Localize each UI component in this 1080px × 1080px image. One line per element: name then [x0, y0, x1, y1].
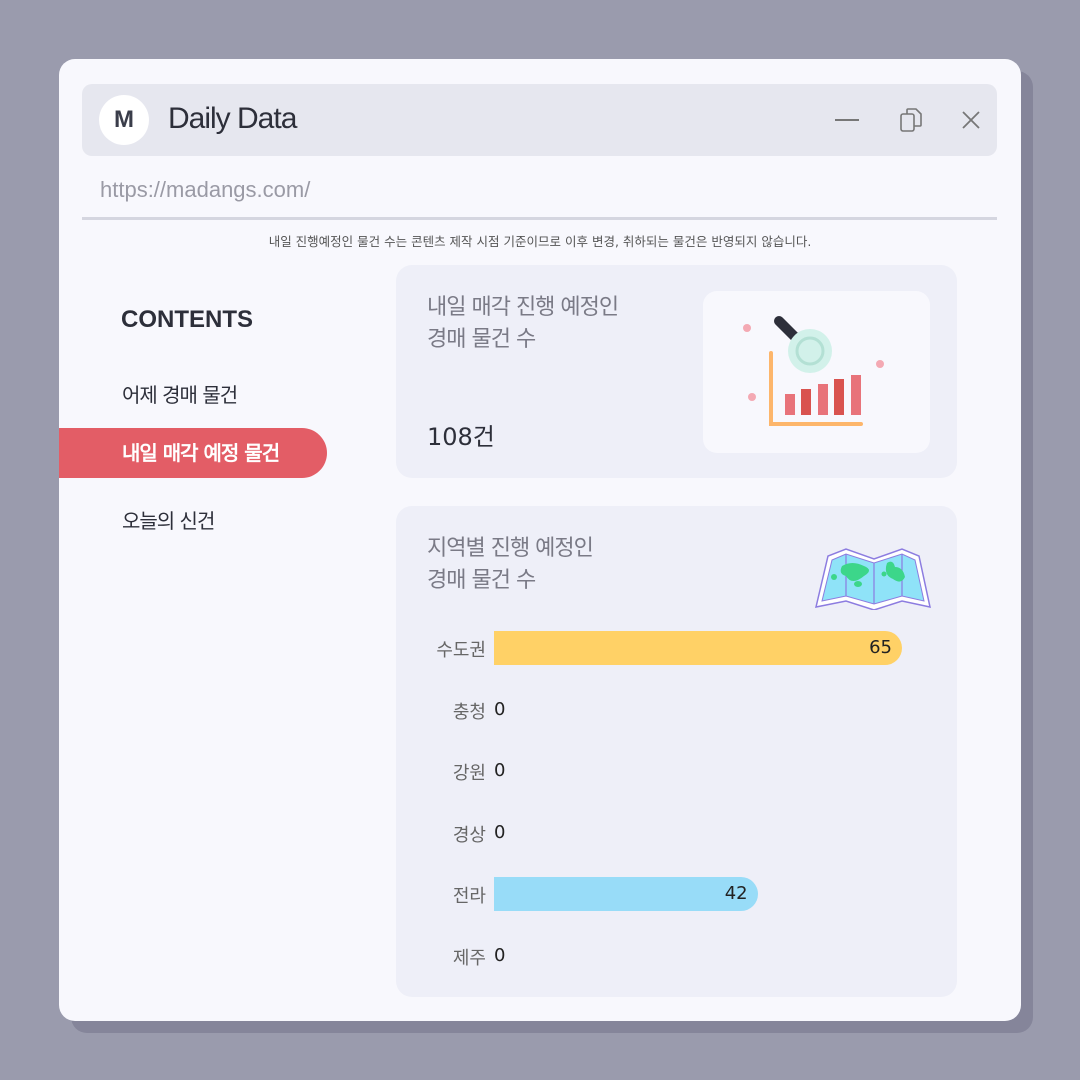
- bar-label: 수도권: [436, 640, 486, 661]
- bar-value: 42: [724, 883, 748, 905]
- restore-button[interactable]: [895, 104, 927, 136]
- map-icon: [815, 548, 931, 610]
- bar-label: 경상: [452, 824, 486, 846]
- title-line: 지역별 진행 예정인: [427, 536, 594, 561]
- title-line: 경매 물건 수: [427, 327, 536, 352]
- close-button[interactable]: [955, 104, 987, 136]
- bar-value: 0: [494, 945, 506, 966]
- bar-value: 0: [494, 760, 506, 782]
- sidebar-item-yesterday[interactable]: 어제 경매 물건: [122, 383, 238, 407]
- notice-text: 내일 진행예정인 물건 수는 콘텐츠 제작 시점 기준이므로 이후 변경, 취하…: [268, 234, 812, 249]
- app-window: M Daily Data https://madangs.com/ 내일 진행예…: [59, 59, 1021, 1021]
- minimize-button[interactable]: [831, 104, 863, 136]
- app-title: Daily Data: [168, 102, 297, 135]
- bar-row: 강원 0: [396, 754, 957, 788]
- bar-label: 강원: [452, 763, 486, 785]
- copy-icon: [900, 108, 922, 132]
- title-line: 경매 물건 수: [427, 568, 536, 593]
- bar-value: 0: [494, 821, 506, 843]
- bar-label: 제주: [452, 948, 486, 969]
- bar-row: 전라 42: [396, 877, 957, 912]
- title-bar: M Daily Data: [82, 84, 997, 156]
- sidebar-item-tomorrow[interactable]: 내일 매각 예정 물건: [59, 428, 327, 478]
- bar: 42: [494, 877, 758, 912]
- title-line: 내일 매각 진행 예정인: [427, 295, 619, 320]
- sidebar-heading: CONTENTS: [121, 306, 253, 333]
- bar-label: 전라: [452, 886, 486, 908]
- bar-row: 제주 0: [396, 939, 957, 973]
- bar-label: 충청: [452, 701, 486, 723]
- bar-row: 수도권 65: [396, 631, 957, 665]
- chart-illustration: [703, 291, 930, 453]
- bar-value: 65: [869, 637, 892, 658]
- sidebar-item-today-new[interactable]: 오늘의 신건: [122, 509, 215, 533]
- divider: [82, 217, 997, 220]
- bar-row: 충청 0: [396, 693, 957, 727]
- minimize-icon: [835, 119, 859, 121]
- close-icon: [962, 111, 980, 129]
- item-count: 108건: [427, 423, 495, 451]
- url-bar[interactable]: https://madangs.com/: [100, 177, 311, 202]
- bar-chart-magnifier-icon: [743, 316, 884, 426]
- bar: 65: [494, 631, 902, 665]
- bar-value: 0: [494, 698, 506, 720]
- logo: M: [99, 95, 149, 145]
- bar-row: 경상 0: [396, 816, 957, 850]
